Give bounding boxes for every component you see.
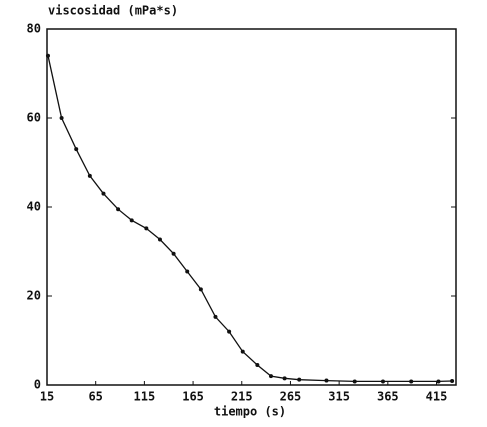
- data-line: [47, 55, 453, 383]
- data-point: [450, 378, 455, 383]
- data-point: [352, 379, 357, 384]
- x-tick-label: 165: [182, 390, 204, 404]
- data-point: [282, 376, 287, 381]
- data-point: [74, 147, 79, 152]
- data-point: [116, 207, 121, 212]
- data-point: [297, 377, 302, 382]
- data-point: [59, 116, 64, 120]
- data-point: [268, 374, 273, 379]
- chart-title: viscosidad (mPa*s): [48, 4, 178, 18]
- y-tick-label: 40: [27, 200, 41, 214]
- y-tick-label: 0: [34, 378, 41, 392]
- y-tick-label: 20: [27, 289, 41, 303]
- x-tick-label: 265: [280, 390, 302, 404]
- data-point: [198, 287, 203, 292]
- data-point: [129, 218, 134, 223]
- data-point: [380, 379, 385, 384]
- data-point: [255, 362, 260, 367]
- x-tick-label: 215: [231, 390, 253, 404]
- data-point: [227, 329, 232, 334]
- data-point: [185, 269, 190, 274]
- x-tick-label: 315: [328, 390, 350, 404]
- data-point: [409, 379, 414, 384]
- data-point: [45, 53, 50, 58]
- data-point: [171, 251, 176, 256]
- y-tick-label: 80: [27, 22, 41, 36]
- x-axis-label: tiempo (s): [214, 405, 286, 419]
- x-tick-label: 15: [40, 390, 54, 404]
- x-tick-label: 115: [134, 390, 156, 404]
- x-tick-label: 65: [88, 390, 102, 404]
- data-point: [240, 349, 245, 354]
- data-point: [144, 226, 149, 231]
- data-point: [87, 173, 92, 178]
- x-tick-label: 365: [377, 390, 399, 404]
- data-point: [157, 237, 162, 242]
- y-tick-label: 60: [27, 111, 41, 125]
- data-point: [213, 314, 218, 319]
- data-point: [436, 379, 441, 384]
- x-tick-label: 415: [426, 390, 448, 404]
- plot-frame: [46, 28, 457, 386]
- data-point: [101, 191, 106, 196]
- data-point: [324, 378, 329, 383]
